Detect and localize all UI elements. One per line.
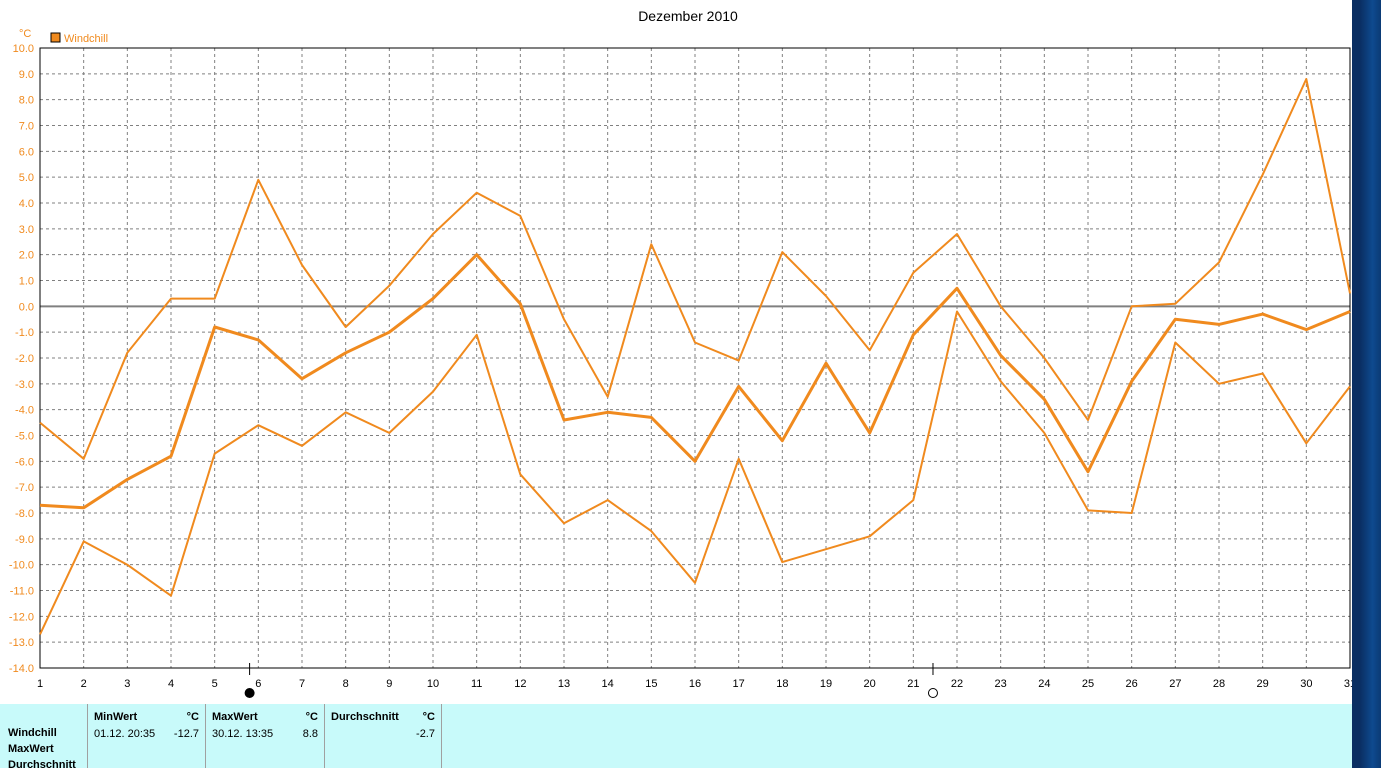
max-unit: °C (305, 711, 318, 723)
legend-swatch (50, 32, 61, 43)
y-tick-label: -1.0 (15, 327, 34, 339)
max-value: 8.8 (302, 728, 318, 740)
x-tick-label: 28 (1213, 678, 1225, 690)
x-tick-label: 13 (558, 678, 570, 690)
avg-value: -2.7 (416, 728, 435, 740)
x-tick-label: 19 (820, 678, 832, 690)
min-value: -12.7 (173, 728, 199, 740)
stats-avg-column: Durchschnitt °C -2.7 (324, 704, 442, 768)
x-tick-label: 9 (386, 678, 392, 690)
legend-label: Windchill (64, 33, 108, 45)
series-line (39, 78, 1351, 460)
x-tick-label: 8 (343, 678, 349, 690)
x-tick-label: 10 (427, 678, 439, 690)
axis-layer: 10.0 9.0 8.0 7.0 6.0 5.0 4.0 3.0 2.0 1.0 0.0 -1.0 -2… (9, 43, 1352, 690)
x-tick-label: 31 (1344, 678, 1352, 690)
y-tick-label: -2.0 (15, 353, 34, 365)
x-tick-label: 22 (951, 678, 963, 690)
y-tick-label: 1.0 (19, 276, 34, 288)
min-when: 01.12. 20:35 (94, 728, 156, 740)
max-header: MaxWert (212, 711, 258, 723)
y-tick-label: 6.0 (19, 146, 34, 158)
x-tick-label: 20 (864, 678, 876, 690)
y-tick-label: 7.0 (19, 121, 34, 133)
min-header: MinWert (94, 711, 138, 723)
y-tick-label: 0.0 (19, 301, 34, 313)
avg-unit: °C (422, 711, 435, 723)
y-tick-label: -13.0 (9, 637, 34, 649)
new-moon-icon (927, 688, 938, 698)
x-tick-label: 15 (645, 678, 657, 690)
y-tick-label: 10.0 (13, 43, 34, 55)
y-tick-label: -5.0 (15, 431, 34, 443)
x-tick-label: 26 (1126, 678, 1138, 690)
avg-header: Durchschnitt (331, 711, 399, 723)
x-tick-label: 12 (514, 678, 526, 690)
y-tick-label: 8.0 (19, 95, 34, 107)
stats-max-column: MaxWert °C 30.12. 13:35 8.8 (205, 704, 324, 768)
y-tick-label: -8.0 (15, 508, 34, 520)
y-tick-label: -12.0 (9, 611, 34, 623)
stats-panel: Windchill MaxWert Durchschnitt MinWert °… (0, 704, 1352, 771)
desktop-edge (1352, 0, 1381, 768)
x-tick-label: 3 (124, 678, 130, 690)
x-tick-label: 14 (602, 678, 614, 690)
full-moon-icon (244, 688, 255, 698)
y-tick-label: -14.0 (9, 663, 34, 675)
chart-area: Dezember 2010 °C Windchill 10.0 9.0 8.0 7.0… (9, 8, 1352, 698)
x-tick-label: 16 (689, 678, 701, 690)
y-tick-label: -3.0 (15, 379, 34, 391)
marker-layer (244, 663, 938, 698)
y-tick-label: 4.0 (19, 198, 34, 210)
x-tick-label: 18 (776, 678, 788, 690)
x-tick-label: 5 (212, 678, 218, 690)
x-tick-label: 6 (255, 678, 261, 690)
y-tick-label: 3.0 (19, 224, 34, 236)
y-tick-label: -11.0 (10, 586, 34, 598)
x-tick-label: 27 (1169, 678, 1181, 690)
x-tick-label: 4 (168, 678, 174, 690)
x-tick-label: 2 (81, 678, 87, 690)
x-tick-label: 21 (907, 678, 919, 690)
y-tick-label: 5.0 (19, 172, 34, 184)
series-line (39, 310, 1351, 635)
windchill-chart: Dezember 2010 °C Windchill 10.09.08.07.0… (9, 8, 1352, 698)
stats-row-label: Windchill (8, 727, 57, 739)
y-tick-label: 2.0 (19, 250, 34, 262)
stats-row-label: Durchschnitt (8, 759, 76, 771)
series-line (39, 253, 1351, 510)
y-tick-label: -4.0 (15, 405, 34, 417)
stats-row-label: MaxWert (8, 743, 54, 755)
x-tick-label: 30 (1300, 678, 1312, 690)
y-tick-label: -6.0 (15, 456, 34, 468)
x-tick-label: 29 (1257, 678, 1269, 690)
y-tick-label: 9.0 (19, 69, 34, 81)
x-tick-label: 24 (1038, 678, 1050, 690)
min-unit: °C (186, 711, 199, 723)
x-tick-label: 11 (471, 678, 482, 690)
x-tick-label: 7 (299, 678, 305, 690)
y-unit-label: °C (19, 28, 31, 40)
y-tick-label: -9.0 (15, 534, 34, 546)
chart-title: Dezember 2010 (638, 8, 738, 24)
grid-layer (40, 48, 1350, 668)
y-tick-label: -7.0 (15, 482, 34, 494)
x-tick-label: 23 (995, 678, 1007, 690)
series-layer (39, 78, 1351, 635)
x-tick-label: 17 (733, 678, 745, 690)
max-when: 30.12. 13:35 (212, 728, 274, 740)
y-tick-label: -10.0 (9, 560, 34, 572)
stats-min-column: MinWert °C 01.12. 20:35 -12.7 (87, 704, 205, 768)
x-tick-label: 1 (37, 678, 43, 690)
x-tick-label: 25 (1082, 678, 1094, 690)
plot-frame (39, 47, 1351, 669)
